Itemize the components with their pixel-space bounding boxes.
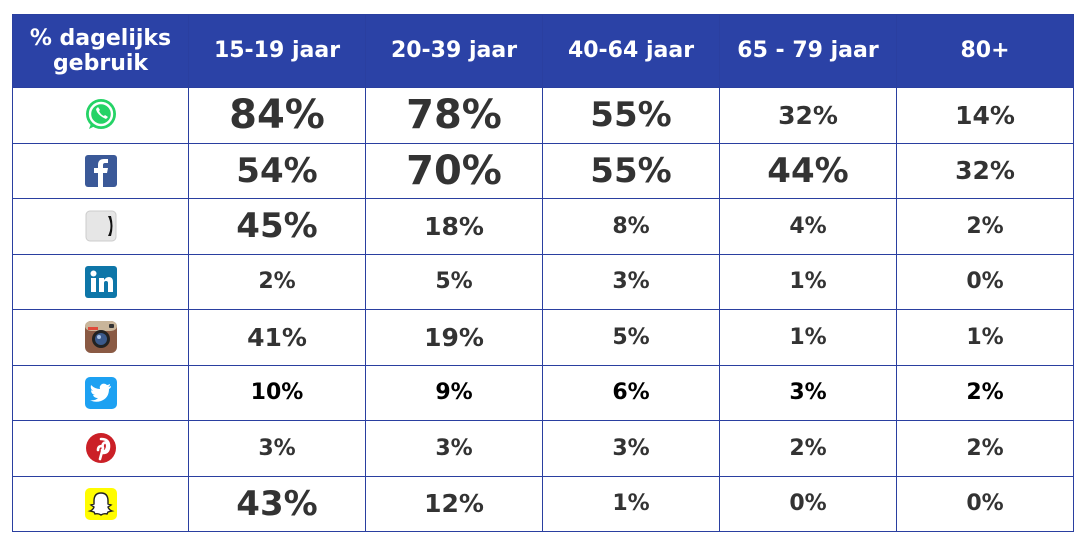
table-header: % dagelijks gebruik 15-19 jaar 20-39 jaa…	[12, 14, 1074, 88]
table-body: 84% 78% 55% 32% 14% 54% 70% 55% 44% 32% 45% 18% 8% 4%…	[12, 87, 1074, 532]
table-row: 41% 19% 5% 1% 1%	[12, 309, 1074, 366]
platform-icon-cell	[12, 420, 189, 477]
header-row: % dagelijks gebruik 15-19 jaar 20-39 jaa…	[12, 14, 1074, 88]
data-cell: 1%	[896, 309, 1074, 366]
linkedin-icon	[83, 264, 119, 300]
table-row: 43% 12% 1% 0% 0%	[12, 475, 1074, 532]
platform-icon-cell	[12, 142, 189, 199]
data-cell: 4%	[719, 198, 897, 255]
table-row: 2% 5% 3% 1% 0%	[12, 253, 1074, 310]
data-cell: 1%	[719, 309, 897, 366]
column-header: 20-39 jaar	[365, 14, 543, 88]
platform-icon-cell	[12, 87, 189, 144]
data-cell: 10%	[188, 364, 366, 421]
data-cell: 2%	[896, 198, 1074, 255]
data-cell: 3%	[188, 420, 366, 477]
data-cell: 1%	[542, 475, 720, 532]
table-row: 45% 18% 8% 4% 2%	[12, 198, 1074, 255]
data-cell: 3%	[719, 364, 897, 421]
platform-icon-cell	[12, 475, 189, 532]
data-cell: 1%	[719, 253, 897, 310]
data-cell: 70%	[365, 142, 543, 199]
table-row: 84% 78% 55% 32% 14%	[12, 87, 1074, 144]
data-cell: 12%	[365, 475, 543, 532]
platform-icon-cell	[12, 309, 189, 366]
data-cell: 2%	[896, 364, 1074, 421]
data-cell: 43%	[188, 475, 366, 532]
data-cell: 84%	[188, 87, 366, 144]
data-cell: 54%	[188, 142, 366, 199]
usage-table: % dagelijks gebruik 15-19 jaar 20-39 jaa…	[12, 14, 1074, 532]
data-cell: 0%	[896, 253, 1074, 310]
data-cell: 2%	[188, 253, 366, 310]
data-cell: 3%	[542, 253, 720, 310]
facebook-icon	[83, 153, 119, 189]
corner-header: % dagelijks gebruik	[12, 14, 189, 88]
data-cell: 6%	[542, 364, 720, 421]
platform-icon-cell	[12, 364, 189, 421]
platform-icon-cell	[12, 198, 189, 255]
platform-icon-cell	[12, 253, 189, 310]
data-cell: 78%	[365, 87, 543, 144]
twitter-icon	[83, 375, 119, 411]
table-row: 54% 70% 55% 44% 32%	[12, 142, 1074, 199]
data-cell: 8%	[542, 198, 720, 255]
data-cell: 5%	[542, 309, 720, 366]
data-cell: 5%	[365, 253, 543, 310]
pinterest-icon	[83, 430, 119, 466]
data-cell: 2%	[719, 420, 897, 477]
corner-header-line2: gebruik	[52, 51, 149, 76]
data-cell: 44%	[719, 142, 897, 199]
generic-app-icon	[83, 208, 119, 244]
data-cell: 3%	[542, 420, 720, 477]
column-header: 40-64 jaar	[542, 14, 720, 88]
data-cell: 3%	[365, 420, 543, 477]
data-cell: 2%	[896, 420, 1074, 477]
snapchat-icon	[83, 486, 119, 522]
whatsapp-icon	[83, 97, 119, 133]
data-cell: 32%	[896, 142, 1074, 199]
data-cell: 18%	[365, 198, 543, 255]
data-cell: 19%	[365, 309, 543, 366]
data-cell: 55%	[542, 87, 720, 144]
corner-header-line1: % dagelijks	[29, 26, 172, 51]
table-row: 3% 3% 3% 2% 2%	[12, 420, 1074, 477]
data-cell: 0%	[719, 475, 897, 532]
data-cell: 45%	[188, 198, 366, 255]
column-header: 65 - 79 jaar	[719, 14, 897, 88]
data-cell: 0%	[896, 475, 1074, 532]
table-row: 10% 9% 6% 3% 2%	[12, 364, 1074, 421]
column-header: 15-19 jaar	[188, 14, 366, 88]
data-cell: 55%	[542, 142, 720, 199]
data-cell: 41%	[188, 309, 366, 366]
data-cell: 32%	[719, 87, 897, 144]
data-cell: 9%	[365, 364, 543, 421]
instagram-icon	[83, 319, 119, 355]
data-cell: 14%	[896, 87, 1074, 144]
column-header: 80+	[896, 14, 1074, 88]
